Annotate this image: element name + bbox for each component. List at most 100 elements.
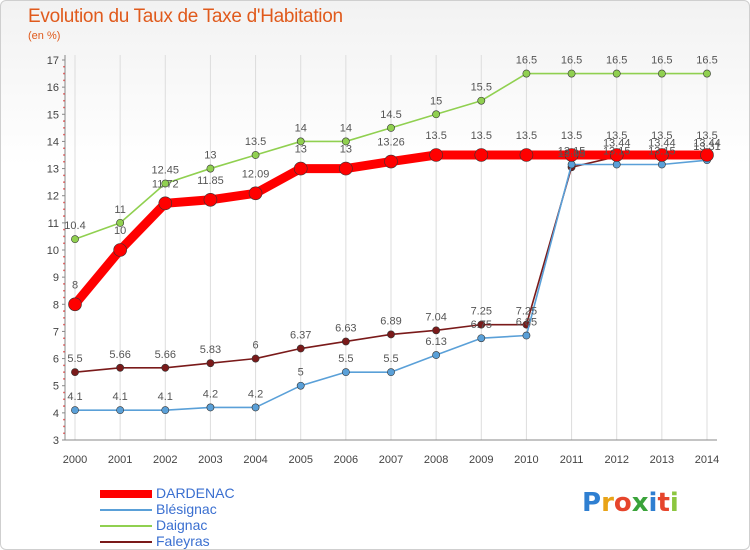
- data-point: [116, 406, 125, 415]
- data-label: 12.09: [242, 168, 270, 180]
- minor-tick: [63, 364, 65, 367]
- data-label: 13.15: [603, 146, 631, 158]
- data-point: [567, 160, 576, 169]
- data-label: 5.5: [67, 353, 82, 365]
- data-label: 16.5: [606, 55, 627, 67]
- x-tick-label: 2001: [108, 454, 132, 466]
- data-point: [206, 403, 215, 412]
- logo-letter: i: [648, 488, 658, 518]
- y-tick-label: 5: [53, 381, 59, 393]
- minor-tick: [63, 350, 65, 353]
- minor-tick: [63, 310, 65, 312]
- data-label: 7.25: [516, 306, 537, 318]
- minor-tick: [63, 79, 65, 82]
- data-label: 4.1: [112, 391, 127, 403]
- minor-tick: [63, 316, 65, 319]
- data-label: 13.15: [648, 146, 676, 158]
- x-tick-label: 2012: [604, 454, 628, 466]
- data-point: [703, 69, 711, 78]
- data-point: [161, 179, 170, 188]
- minor-tick: [63, 323, 65, 326]
- series-layer: [68, 69, 714, 415]
- x-tick-label: 2011: [560, 454, 584, 466]
- legend-swatch: [100, 525, 152, 527]
- x-tick-label: 2008: [424, 454, 448, 466]
- minor-tick: [63, 160, 65, 163]
- legend-label: Blésignac: [156, 501, 217, 517]
- data-label: 7.04: [425, 311, 446, 323]
- data-point: [522, 331, 531, 340]
- data-point: [206, 164, 215, 173]
- data-label: 10: [114, 225, 126, 237]
- logo-letter: P: [582, 488, 602, 518]
- chart-title: Evolution du Taux de Taxe d'Habitation: [28, 6, 343, 27]
- minor-tick: [63, 228, 65, 231]
- y-tick-label: 11: [48, 218, 59, 230]
- minor-tick: [63, 337, 65, 340]
- logo-letter: r: [601, 488, 614, 518]
- data-label: 5.66: [155, 349, 176, 361]
- data-label: 14: [340, 122, 352, 134]
- data-point: [387, 368, 395, 377]
- data-label: 8: [72, 279, 78, 291]
- minor-tick: [63, 174, 65, 177]
- x-tick-label: 2005: [288, 454, 312, 466]
- logo-letter: t: [657, 488, 670, 518]
- data-point: [158, 196, 173, 211]
- data-point: [612, 69, 621, 78]
- minor-tick: [63, 432, 65, 435]
- data-label: 4.1: [158, 391, 173, 403]
- x-tick-label: 2009: [469, 454, 493, 466]
- minor-tick: [63, 378, 65, 380]
- data-point: [384, 154, 398, 169]
- data-point: [387, 330, 395, 339]
- minor-tick: [63, 391, 65, 394]
- data-label: 5.5: [338, 353, 353, 365]
- x-tick-label: 2000: [63, 454, 87, 466]
- data-label: 11.85: [197, 175, 224, 187]
- data-label: 16.5: [561, 55, 582, 67]
- data-label: 11: [114, 204, 125, 216]
- data-label: 13.31: [693, 141, 721, 153]
- x-tick-label: 2002: [153, 454, 177, 466]
- logo-letter: o: [613, 488, 632, 518]
- data-point: [567, 69, 576, 78]
- data-label: 16.5: [696, 55, 717, 67]
- y-tick-label: 16: [47, 82, 59, 94]
- data-point: [477, 334, 486, 343]
- data-point: [432, 110, 441, 119]
- data-point: [341, 337, 350, 346]
- minor-tick: [63, 106, 65, 109]
- data-point: [251, 151, 260, 159]
- data-label: 13.26: [377, 137, 405, 149]
- data-point: [477, 320, 486, 329]
- data-label: 13.5: [425, 130, 446, 142]
- data-label: 6.75: [471, 319, 492, 331]
- minor-tick: [63, 126, 65, 129]
- minor-tick: [63, 188, 65, 190]
- data-label: 16.5: [516, 55, 537, 67]
- data-point: [113, 243, 127, 257]
- data-point: [341, 368, 350, 377]
- y-tick-label: 6: [53, 354, 59, 366]
- y-tick-label: 13: [47, 164, 59, 176]
- data-label: 13.5: [245, 136, 266, 148]
- data-label: 10.4: [64, 220, 85, 232]
- minor-tick: [63, 215, 65, 217]
- proxiti-logo: Proxiti: [582, 488, 679, 518]
- legend-label: Daignac: [156, 517, 208, 533]
- x-tick-label: 2006: [334, 454, 358, 466]
- minor-tick: [63, 201, 65, 204]
- data-point: [477, 96, 486, 105]
- data-label: 14: [295, 122, 307, 134]
- data-label: 13.44: [648, 138, 676, 150]
- data-point: [293, 161, 308, 176]
- minor-tick: [63, 242, 65, 245]
- data-label: 6.89: [380, 315, 401, 327]
- data-label: 7.25: [471, 306, 492, 318]
- y-tick-label: 7: [53, 326, 59, 338]
- data-point: [116, 363, 125, 372]
- data-point: [116, 218, 125, 227]
- y-tick-label: 10: [47, 245, 59, 257]
